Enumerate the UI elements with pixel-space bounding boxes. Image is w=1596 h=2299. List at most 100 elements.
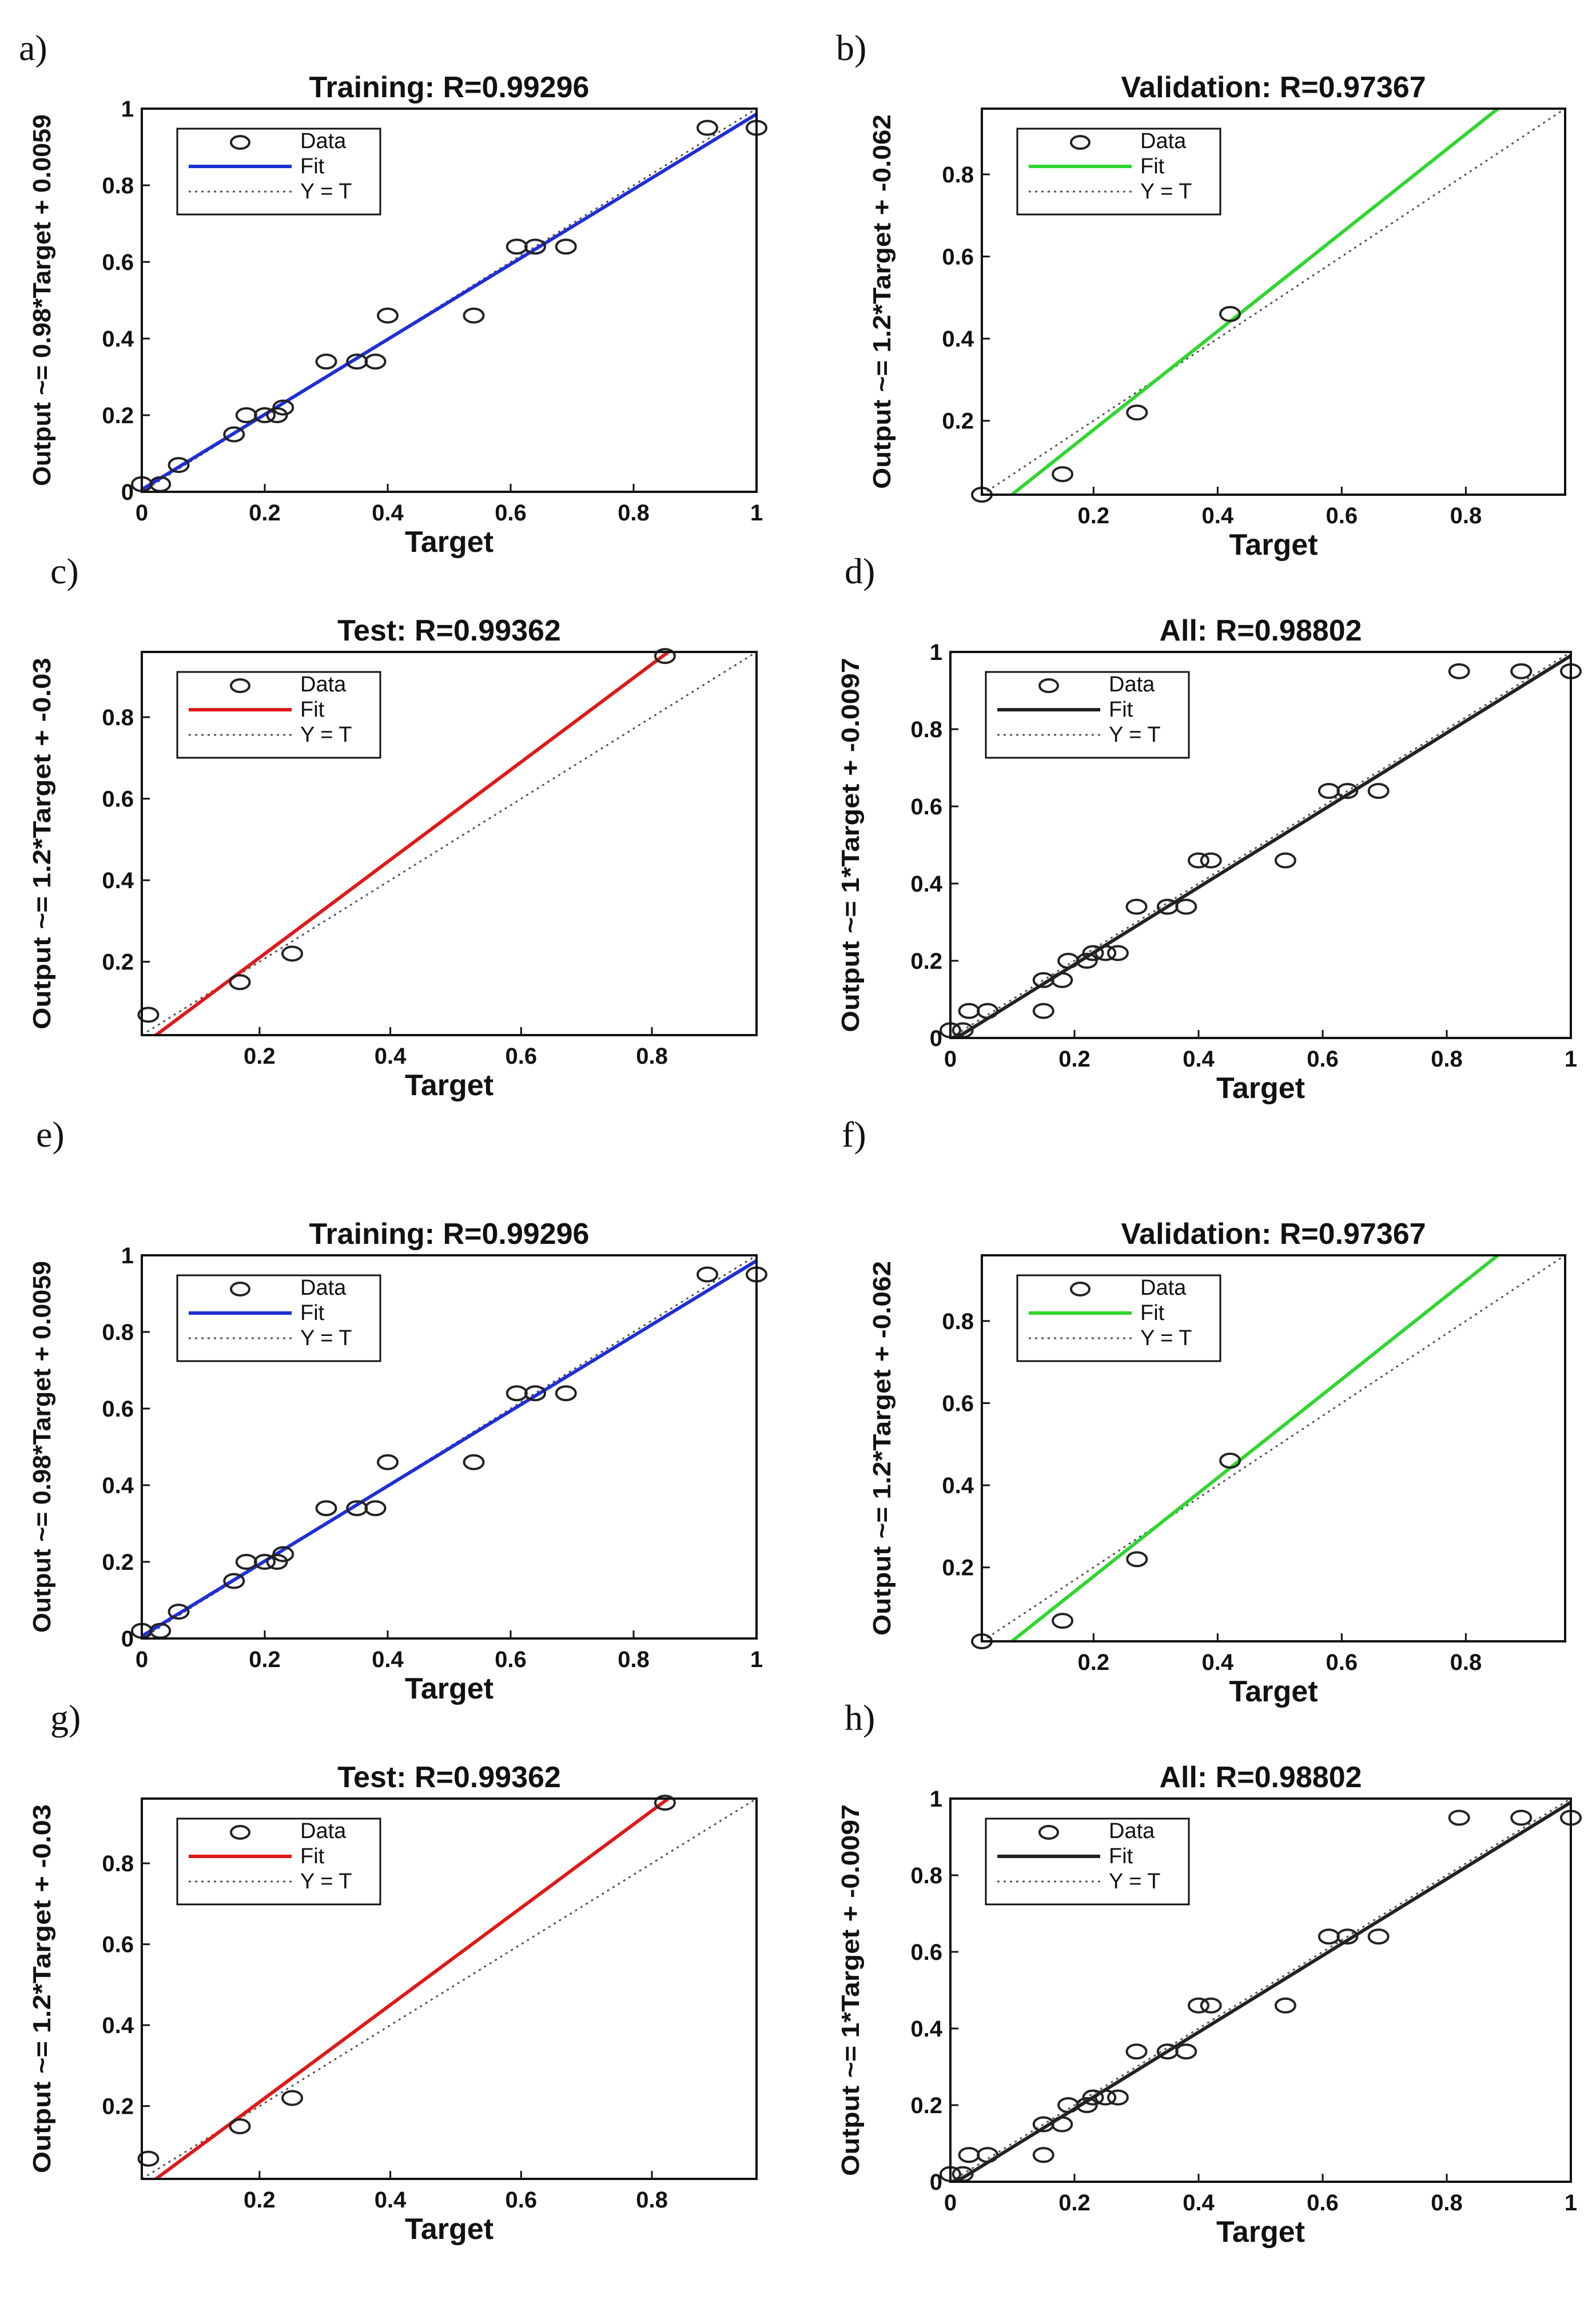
fit-line [142, 112, 757, 491]
chart-panel: d) All: R=0.98802 0 0.2 0.4 0.6 0.8 1 0 0.2 0.4 0.6… [837, 551, 1582, 1105]
plot-frame [949, 1797, 1572, 2183]
y-axis-label: Output ~= 1.2*Target + -0.03 [28, 1804, 56, 2173]
y-tick-label: 0 [121, 480, 134, 505]
data-point [654, 1795, 676, 1811]
legend-label: Data [1140, 129, 1187, 153]
x-tick-label: 0.4 [1183, 1047, 1215, 1072]
x-axis-label: Target [405, 1069, 493, 1102]
data-point [1107, 2089, 1129, 2106]
x-tick-label: 0.8 [618, 1647, 650, 1672]
chart-title: Test: R=0.99362 [337, 1761, 561, 1794]
legend-label: Fit [1140, 154, 1165, 178]
chart-title: Validation: R=0.97367 [1121, 1218, 1426, 1251]
data-point [168, 457, 190, 474]
legend-label: Y = T [1140, 180, 1192, 204]
legend-label: Y = T [300, 1326, 352, 1350]
data-point [1051, 2116, 1073, 2133]
legend-label: Fit [1109, 698, 1133, 722]
y-tick-label: 0.8 [942, 1309, 974, 1334]
data-point [1448, 1809, 1470, 1826]
x-tick-label: 0.6 [1326, 503, 1358, 528]
legend-box [985, 1817, 1190, 1906]
data-point [315, 353, 337, 370]
x-tick-label: 0.8 [636, 2187, 668, 2213]
data-point [1094, 2089, 1117, 2106]
y-tick-label: 0.2 [102, 403, 134, 428]
x-axis-label: Target [405, 1672, 493, 1705]
data-point [1188, 1997, 1209, 2014]
y-tick-label: 1 [930, 640, 942, 665]
y-tick-label: 0.8 [102, 173, 134, 198]
fit-line [142, 1259, 757, 1638]
data-point [1367, 783, 1390, 799]
legend-label: Data [1140, 1276, 1187, 1300]
legend-box [176, 128, 381, 216]
plot-frame [141, 1254, 758, 1640]
data-point [696, 120, 718, 136]
legend-data-symbol [1038, 678, 1059, 693]
panel-letter: b) [836, 27, 866, 68]
data-point [1175, 2043, 1197, 2060]
legend-label: Data [1109, 1819, 1155, 1843]
legend-data-symbol [230, 1282, 250, 1296]
y-tick-label: 0.8 [102, 1851, 134, 1876]
plot-frame [141, 108, 758, 493]
data-point [1082, 945, 1104, 961]
legend-box [176, 1817, 381, 1906]
legend-label: Fit [300, 154, 325, 178]
chart-panel: c) Test: R=0.99362 0.2 0.4 0.6 0.8 0.2 0.4 0.6 0.… [28, 551, 758, 1102]
data-point [977, 2147, 999, 2163]
y-tick-label: 0.8 [102, 1320, 134, 1345]
y-tick-label: 0.2 [102, 950, 134, 975]
x-axis-label: Target [1229, 528, 1318, 562]
y-tick-label: 0.4 [102, 1473, 134, 1498]
data-point [1200, 852, 1222, 869]
chart-panel: h) All: R=0.98802 0 0.2 0.4 0.6 0.8 1 0 0.2 0.4 0.6… [837, 1697, 1582, 2249]
x-tick-label: 0.2 [1058, 1047, 1090, 1072]
data-point [1200, 1997, 1222, 2014]
data-point [1219, 1453, 1241, 1469]
fit-line [1009, 1255, 1501, 1641]
data-point [1032, 2147, 1054, 2163]
data-point [1274, 852, 1296, 869]
data-point [1125, 2043, 1148, 2060]
chart-panel: e) Training: R=0.99296 0 0.2 0.4 0.6 0.8 1 0 0.2 0… [28, 1114, 767, 1705]
data-point [1126, 404, 1148, 421]
identity-line [950, 652, 1571, 1038]
data-point [524, 238, 546, 255]
y-tick-label: 0.6 [102, 1932, 134, 1958]
x-tick-label: 0 [944, 1047, 957, 1072]
x-tick-label: 0.6 [495, 500, 527, 526]
x-tick-label: 0.2 [244, 1044, 276, 1069]
legend-box [176, 1274, 381, 1362]
data-point [463, 307, 485, 324]
y-tick-label: 0.6 [102, 1397, 134, 1422]
data-point [1510, 663, 1533, 679]
y-tick-label: 0 [930, 2170, 942, 2195]
panel-letter: d) [845, 551, 875, 591]
x-axis-label: Target [405, 526, 493, 559]
chart-title: Validation: R=0.97367 [1121, 71, 1426, 104]
plot-frame [949, 651, 1572, 1039]
data-point [1126, 1551, 1148, 1568]
data-point [654, 648, 676, 665]
x-axis-label: Target [1229, 1675, 1318, 1708]
x-tick-label: 0.4 [375, 1044, 407, 1069]
x-tick-label: 0.2 [1058, 2190, 1090, 2216]
x-tick-label: 0.8 [618, 500, 650, 526]
data-point [137, 2150, 160, 2167]
x-tick-label: 0.2 [249, 500, 281, 526]
data-point [377, 1454, 399, 1470]
y-axis-label: Output ~= 1.2*Target + -0.03 [28, 658, 56, 1029]
y-tick-label: 0.8 [942, 162, 974, 188]
y-tick-label: 1 [121, 97, 134, 122]
legend-box [1016, 128, 1221, 216]
chart-panel: b) Validation: R=0.97367 0.2 0.4 0.6 0.8 0.2 0.… [836, 27, 1566, 562]
chart-panel: f) Validation: R=0.97367 0.2 0.4 0.6 0.8 0.2 0.… [842, 1114, 1566, 1708]
data-point [254, 1554, 276, 1570]
y-tick-label: 0.8 [910, 717, 942, 742]
fit-line [153, 652, 671, 1035]
legend-data-symbol [1038, 1825, 1059, 1840]
